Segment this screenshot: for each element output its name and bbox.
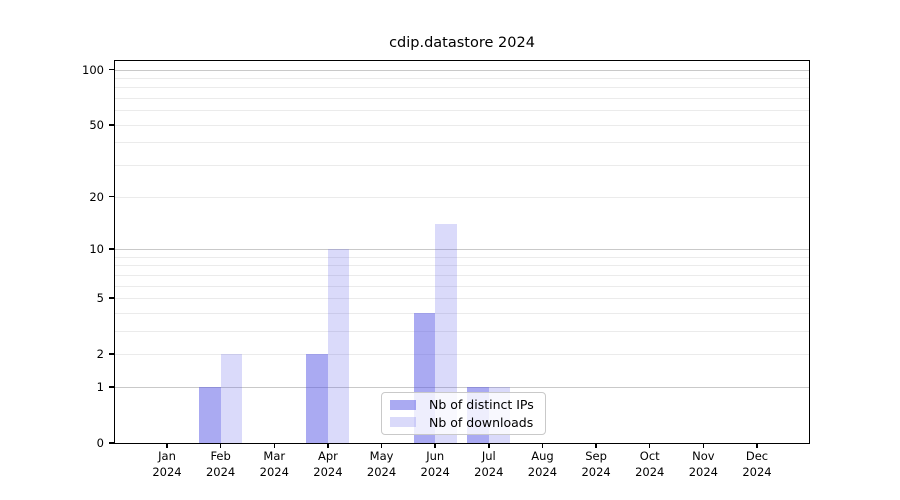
- x-tick-label: Jul 2024: [474, 449, 504, 479]
- gridline-minor: [115, 165, 809, 167]
- gridline-minor: [115, 77, 809, 79]
- gridline-minor: [115, 256, 809, 258]
- legend-label-distinct-ips: Nb of distinct IPs: [429, 397, 534, 413]
- gridline-minor: [115, 98, 809, 100]
- y-tick-label: 1: [96, 379, 104, 394]
- y-tick-label: 0: [96, 436, 104, 450]
- gridline-minor: [115, 274, 809, 276]
- x-tick: [649, 444, 651, 448]
- gridline-minor: [115, 124, 809, 126]
- y-tick-label: 20: [89, 189, 104, 204]
- y-tick-label: 50: [89, 117, 104, 132]
- y-tick: [109, 442, 114, 444]
- gridline-minor: [115, 142, 809, 144]
- gridline-major: [115, 248, 809, 250]
- x-tick: [702, 444, 705, 448]
- x-tick: [219, 444, 222, 448]
- x-tick: [756, 444, 758, 448]
- gridline-major: [115, 386, 809, 388]
- x-tick-label: Feb 2024: [205, 449, 236, 479]
- x-tick-label: May 2024: [366, 449, 397, 479]
- y-tick-label: 10: [89, 241, 104, 256]
- x-tick: [595, 444, 597, 448]
- y-tick: [109, 297, 114, 299]
- x-tick: [327, 444, 329, 448]
- gridline-minor: [115, 87, 809, 89]
- legend: Nb of distinct IPs Nb of downloads: [381, 392, 546, 435]
- y-tick: [109, 353, 114, 355]
- x-tick-label: Aug 2024: [527, 449, 558, 479]
- legend-swatch-distinct-ips: [390, 399, 416, 410]
- x-tick: [166, 444, 168, 448]
- legend-label-downloads: Nb of downloads: [429, 414, 534, 430]
- y-tick: [109, 386, 114, 388]
- legend-item-distinct-ips: Nb of distinct IPs: [388, 397, 539, 412]
- x-tick-label: Oct 2024: [635, 449, 665, 479]
- gridline-minor: [115, 196, 809, 198]
- x-tick: [488, 444, 490, 448]
- bar-distinct-ips-feb: [199, 386, 221, 443]
- gridline-minor: [115, 285, 809, 287]
- x-tick-label: Mar 2024: [259, 449, 289, 479]
- bar-distinct-ips-apr: [306, 354, 328, 443]
- gridline-minor: [115, 297, 809, 299]
- y-tick: [109, 68, 114, 71]
- gridline-minor: [115, 265, 809, 267]
- bar-downloads-feb: [220, 354, 243, 443]
- legend-swatch-downloads: [390, 417, 416, 428]
- y-tick: [109, 195, 114, 198]
- x-tick: [434, 444, 436, 448]
- y-tick-label: 100: [82, 62, 104, 77]
- gridline-minor: [115, 110, 809, 112]
- legend-item-downloads: Nb of downloads: [388, 415, 539, 430]
- y-tick-label: 2: [96, 347, 104, 362]
- gridline-minor: [115, 312, 809, 314]
- y-tick: [109, 248, 114, 250]
- x-tick-label: Nov 2024: [688, 449, 718, 479]
- chart-title: cdip.datastore 2024: [389, 35, 535, 51]
- y-tick-label: 5: [96, 290, 104, 305]
- x-tick-label: Dec 2024: [742, 449, 772, 479]
- plot-border: [114, 60, 810, 444]
- x-tick: [541, 444, 544, 448]
- gridline-minor: [115, 330, 809, 332]
- gridline-minor: [115, 354, 809, 356]
- x-tick-label: Jan 2024: [152, 449, 182, 479]
- bar-downloads-apr: [327, 248, 350, 443]
- gridline-major: [115, 69, 809, 71]
- x-tick: [380, 444, 383, 448]
- y-tick: [109, 124, 114, 126]
- x-tick-label: Apr 2024: [313, 449, 343, 479]
- x-tick-label: Sep 2024: [581, 449, 611, 479]
- x-tick-label: Jun 2024: [420, 449, 450, 479]
- x-tick: [273, 444, 275, 448]
